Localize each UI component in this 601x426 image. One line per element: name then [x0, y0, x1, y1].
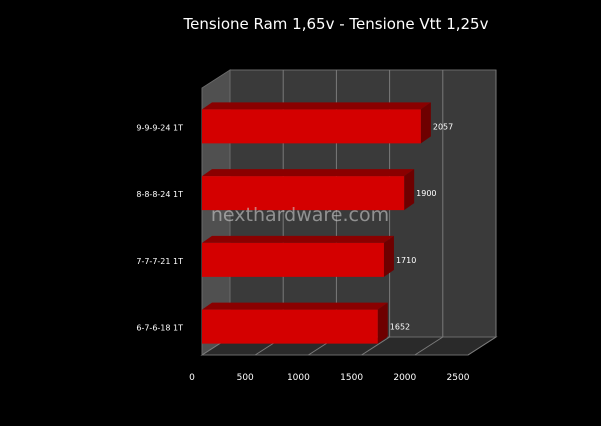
data-label: 2057 [433, 122, 453, 131]
floor-gridline [361, 336, 390, 356]
data-label: 1652 [390, 323, 410, 332]
x-tick-label: 0 [189, 373, 195, 383]
data-label: 1710 [396, 256, 416, 265]
category-label: 9-9-9-24 1T [136, 123, 183, 132]
bar-side [377, 302, 388, 344]
bar [202, 176, 405, 211]
bar-top [202, 235, 394, 243]
bar [202, 242, 384, 277]
plot-area: 0 500 1000 1500 2000 2500 2057 9-9-9-24 1T 1900 8… [136, 69, 498, 383]
bar-top [202, 102, 431, 110]
floor-gridline [467, 336, 497, 356]
category-label: 7-7-7-21 1T [136, 257, 183, 266]
x-tick-label: 500 [237, 373, 254, 383]
x-tick-label: 2000 [393, 373, 416, 383]
bar-top [202, 169, 415, 177]
bar-side [383, 235, 394, 277]
bar [202, 309, 378, 344]
bar [202, 109, 421, 144]
x-tick-label: 2500 [447, 373, 470, 383]
x-tick-label: 1000 [287, 373, 310, 383]
bar-side [420, 102, 431, 144]
x-tick-label: 1500 [340, 373, 363, 383]
data-label: 1900 [416, 189, 436, 198]
watermark: nexthardware.com [211, 204, 389, 226]
category-label: 8-8-8-24 1T [136, 190, 183, 199]
bar-side [404, 169, 415, 211]
floor-gridline [414, 336, 444, 356]
category-label: 6-7-6-18 1T [136, 324, 183, 333]
chart-title: Tensione Ram 1,65v - Tensione Vtt 1,25v [183, 15, 489, 33]
bar-top [202, 302, 388, 310]
